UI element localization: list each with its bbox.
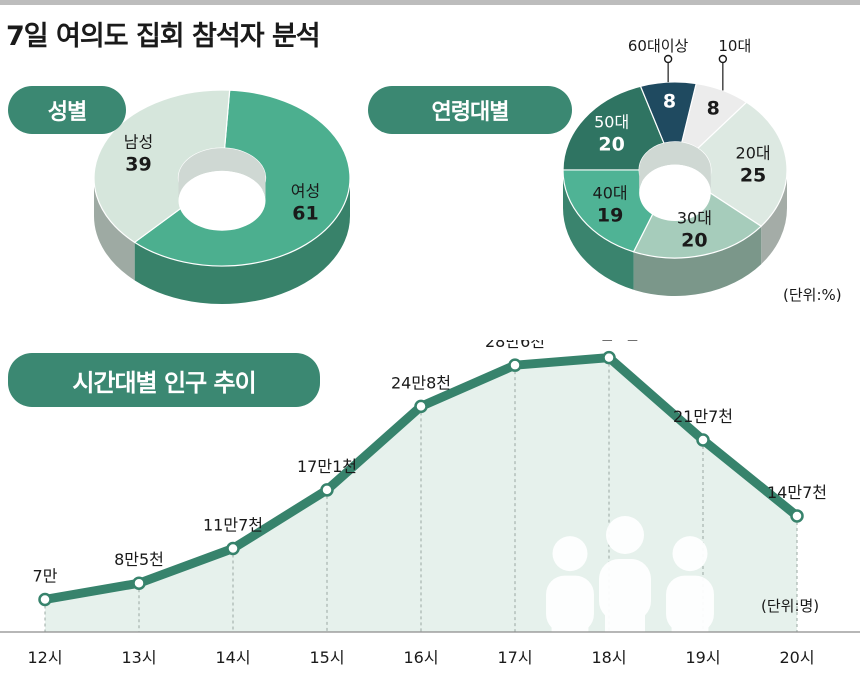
- age-slice-1-label: 20대: [736, 143, 771, 162]
- data-point-0: [38, 592, 52, 607]
- person-1-legs: [671, 618, 709, 664]
- data-point-4: [414, 399, 428, 414]
- person-unit-label: (단위:명): [761, 597, 820, 615]
- age-section-label: 연령대별: [368, 86, 572, 134]
- age-slice-2-side: [633, 226, 762, 296]
- person-0-head: [606, 516, 644, 554]
- data-label-7: 21만7천: [673, 407, 733, 426]
- person-0-legs: [605, 605, 645, 655]
- data-point-5: [508, 358, 522, 372]
- gender-slice-0-side: [134, 178, 350, 304]
- age-slice-0-leader-dot: [718, 54, 728, 64]
- gender-slice-0-label: 여성: [291, 182, 320, 201]
- data-point-1: [132, 576, 146, 590]
- data-label-2: 11만7천: [203, 515, 263, 534]
- data-point-8: [790, 509, 804, 523]
- x-tick-label-7: 19시: [685, 648, 720, 667]
- age-side: [563, 170, 787, 296]
- time-section-label: 시간대별 인구 추이: [8, 353, 320, 407]
- data-label-8: 14만7천: [767, 483, 827, 502]
- gender-slice-1-label: 남성: [124, 132, 153, 151]
- age-top: [562, 81, 788, 259]
- age-labels: 8 10대 20대 25 30대 20 40대 19 50대 20 8 60대이상: [593, 37, 771, 252]
- page-title: 7일 여의도 집회 참석자 분석: [6, 21, 321, 52]
- x-tick-label-8: 20시: [779, 648, 814, 667]
- people-icon: [546, 516, 714, 664]
- x-tick-label-4: 16시: [403, 648, 438, 667]
- data-label-1: 8만5천: [114, 550, 164, 569]
- age-slice-3-side: [563, 170, 634, 290]
- x-tick-label-2: 14시: [215, 648, 250, 667]
- x-tick-label-5: 17시: [497, 648, 532, 667]
- age-hole: [639, 164, 711, 221]
- age-slice-3-label: 40대: [593, 184, 628, 203]
- top-rule: [0, 0, 860, 5]
- data-point-2: [226, 541, 240, 556]
- data-point-7: [696, 433, 710, 447]
- gender-slice-1-side: [94, 178, 135, 281]
- data-label-5: 28만6천: [485, 340, 545, 351]
- data-label-6: 29만3천: [579, 340, 639, 344]
- data-label-0: 7만: [33, 566, 58, 585]
- time-line-chart: 7만 12시 8만5천 13시 11만7천 14시 17만1천 15시 24만8천 16시 28만6…: [0, 340, 860, 667]
- age-slice-5-label: 60대이상: [628, 37, 689, 55]
- x-tick-label-0: 12시: [27, 648, 62, 667]
- data-point-6: [602, 350, 616, 365]
- age-slice-2-value: 20: [681, 230, 707, 252]
- age-slice-3-value: 19: [597, 205, 623, 227]
- gender-slice-1: [93, 89, 231, 244]
- person-1-head: [672, 536, 708, 572]
- data-label-4: 24만8천: [391, 373, 451, 392]
- age-donut-chart: 8 10대 20대 25 30대 20 40대 19 50대 20 8 60대이상: [562, 37, 788, 296]
- age-slice-1-side: [761, 170, 787, 265]
- age-slice-5-leader-dot: [663, 54, 673, 64]
- gender-donut-chart: 여성 61 남성 39: [93, 89, 351, 304]
- percent-unit-label: (단위:%): [783, 286, 842, 304]
- person-2-legs: [551, 618, 589, 664]
- age-slice-0-value: 8: [707, 97, 720, 119]
- gender-labels: 여성 61 남성 39: [124, 132, 320, 224]
- data-label-3: 17만1천: [297, 457, 357, 476]
- gender-hole: [178, 170, 266, 231]
- gender-hole-wall: [178, 148, 266, 201]
- gender-top: [93, 89, 351, 267]
- x-tick-label-3: 15시: [309, 648, 344, 667]
- age-slice-2-label: 30대: [677, 209, 712, 228]
- age-slice-0-label: 10대: [718, 37, 751, 55]
- gender-section-label: 성별: [8, 86, 126, 134]
- age-hole-wall: [639, 141, 711, 193]
- person-2-head: [552, 536, 588, 572]
- gender-slice-1-value: 39: [125, 153, 151, 175]
- gender-slice-0-value: 61: [292, 203, 318, 225]
- data-point-3: [320, 483, 334, 497]
- age-slice-5-value: 8: [663, 91, 676, 113]
- age-slice-1-value: 25: [740, 164, 766, 186]
- x-tick-label-1: 13시: [121, 648, 156, 667]
- gender-side: [94, 178, 350, 304]
- age-slice-4-value: 20: [598, 134, 624, 156]
- age-slice-4-label: 50대: [594, 113, 629, 132]
- x-tick-label-6: 18시: [591, 648, 626, 667]
